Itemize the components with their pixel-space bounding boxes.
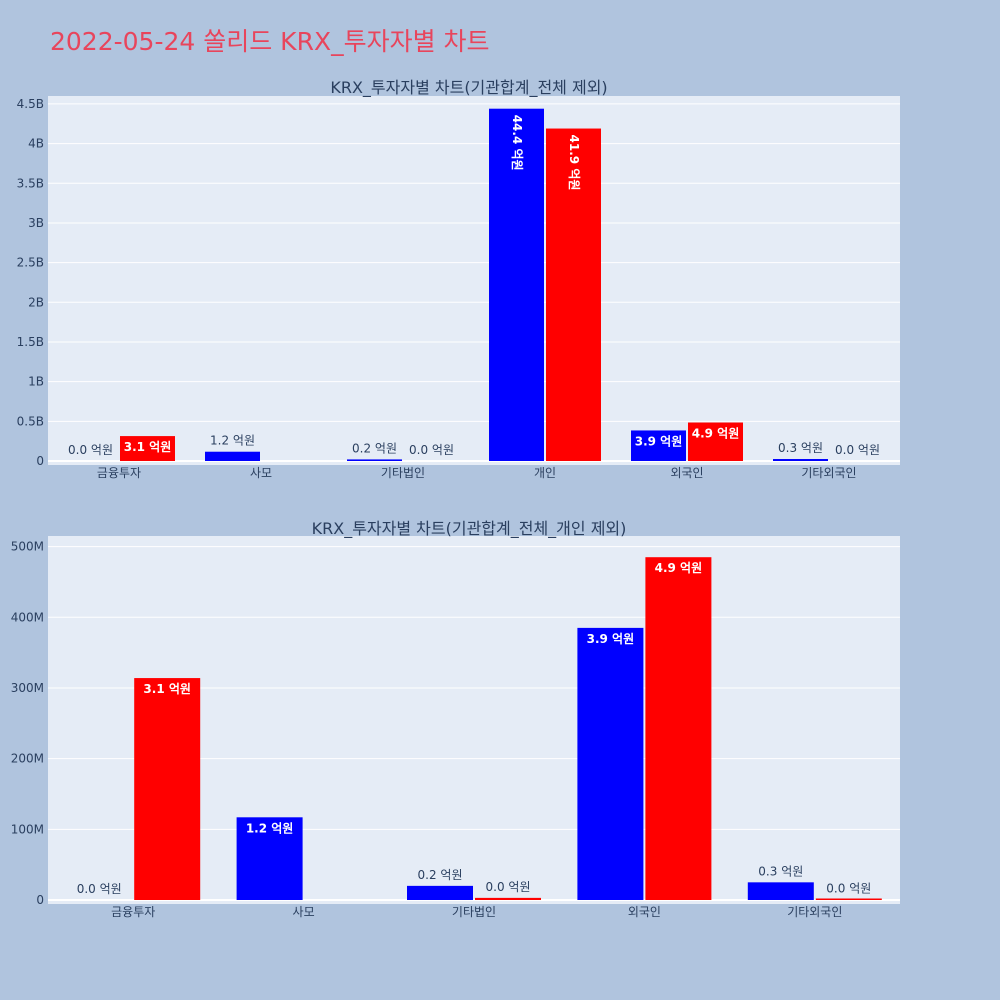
data-label: 4.9 억원 — [692, 427, 740, 441]
bar — [134, 678, 201, 900]
data-label: 44.4 억원 — [510, 115, 524, 171]
bar — [546, 128, 601, 462]
data-label: 0.3 억원 — [778, 441, 823, 455]
y-tick-label: 0 — [36, 454, 44, 468]
y-tick-label: 500M — [11, 540, 44, 554]
y-tick-label: 0 — [36, 893, 44, 907]
y-tick-label: 3B — [28, 216, 44, 230]
y-tick-label: 300M — [11, 681, 44, 695]
data-label: 1.2 억원 — [246, 821, 294, 835]
y-tick-label: 3.5B — [17, 176, 44, 190]
bar — [475, 897, 541, 900]
data-label: 4.9 억원 — [655, 561, 703, 575]
x-tick-label: 금융투자 — [97, 466, 141, 480]
bar — [347, 459, 402, 461]
bar — [236, 817, 303, 900]
data-label: 0.2 억원 — [352, 441, 397, 455]
y-tick-label: 4.5B — [17, 97, 44, 111]
bar — [688, 422, 743, 461]
y-tick-label: 200M — [11, 752, 44, 766]
y-tick-label: 4B — [28, 137, 44, 151]
page-title: 2022-05-24 쏠리드 KRX_투자자별 차트 — [50, 27, 490, 56]
bar — [747, 882, 814, 900]
data-label: 3.1 억원 — [143, 682, 191, 696]
x-tick-label: 기타법인 — [381, 466, 425, 480]
y-tick-label: 1B — [28, 375, 44, 389]
data-label: 0.2 억원 — [418, 868, 463, 882]
bar — [489, 108, 544, 462]
y-tick-label: 400M — [11, 610, 44, 624]
data-label: 0.3 억원 — [758, 864, 803, 878]
chart-2: KRX_투자자별 차트(기관합계_전체_개인 제외) 0 100M 200M 300M 4… — [11, 519, 900, 919]
y-tick-label: 0.5B — [17, 414, 44, 428]
bar — [120, 436, 175, 461]
x-tick-label: 개인 — [534, 466, 556, 480]
x-tick-label: 사모 — [250, 466, 272, 480]
bar — [577, 627, 644, 900]
y-tick-label: 100M — [11, 822, 44, 836]
data-label: 0.0 억원 — [486, 880, 531, 894]
x-tick-label: 기타법인 — [452, 905, 496, 919]
bar — [631, 430, 686, 461]
data-label: 0.0 억원 — [826, 882, 871, 896]
plot-area — [48, 96, 900, 465]
data-label: 3.9 억원 — [635, 434, 683, 448]
data-label: 3.9 억원 — [587, 632, 635, 646]
x-tick-label: 기타외국인 — [787, 905, 842, 919]
data-label: 0.0 억원 — [68, 443, 113, 457]
data-label: 0.0 억원 — [77, 882, 122, 896]
chart-title: KRX_투자자별 차트(기관합계_전체 제외) — [330, 78, 607, 98]
data-label: 1.2 억원 — [210, 434, 255, 448]
bar — [645, 557, 712, 900]
x-tick-label: 기타외국인 — [801, 466, 856, 480]
bar — [815, 898, 882, 900]
data-label: 3.1 억원 — [124, 440, 172, 454]
y-tick-label: 2.5B — [17, 256, 44, 270]
chart-1: KRX_투자자별 차트(기관합계_전체 제외) 0 0.5B 1B 1.5B 2B 2.5B… — [17, 78, 900, 480]
x-tick-label: 사모 — [293, 905, 315, 919]
data-label: 0.0 억원 — [835, 443, 880, 457]
bar — [205, 451, 260, 461]
y-tick-label: 2B — [28, 295, 44, 309]
data-label: 0.0 억원 — [409, 443, 454, 457]
x-tick-label: 외국인 — [628, 905, 661, 919]
x-tick-label: 금융투자 — [111, 905, 155, 919]
bar — [773, 459, 828, 461]
y-tick-label: 1.5B — [17, 335, 44, 349]
chart-title: KRX_투자자별 차트(기관합계_전체_개인 제외) — [312, 519, 627, 539]
x-tick-label: 외국인 — [670, 466, 703, 480]
bar — [407, 885, 473, 900]
data-label: 41.9 억원 — [567, 135, 581, 191]
